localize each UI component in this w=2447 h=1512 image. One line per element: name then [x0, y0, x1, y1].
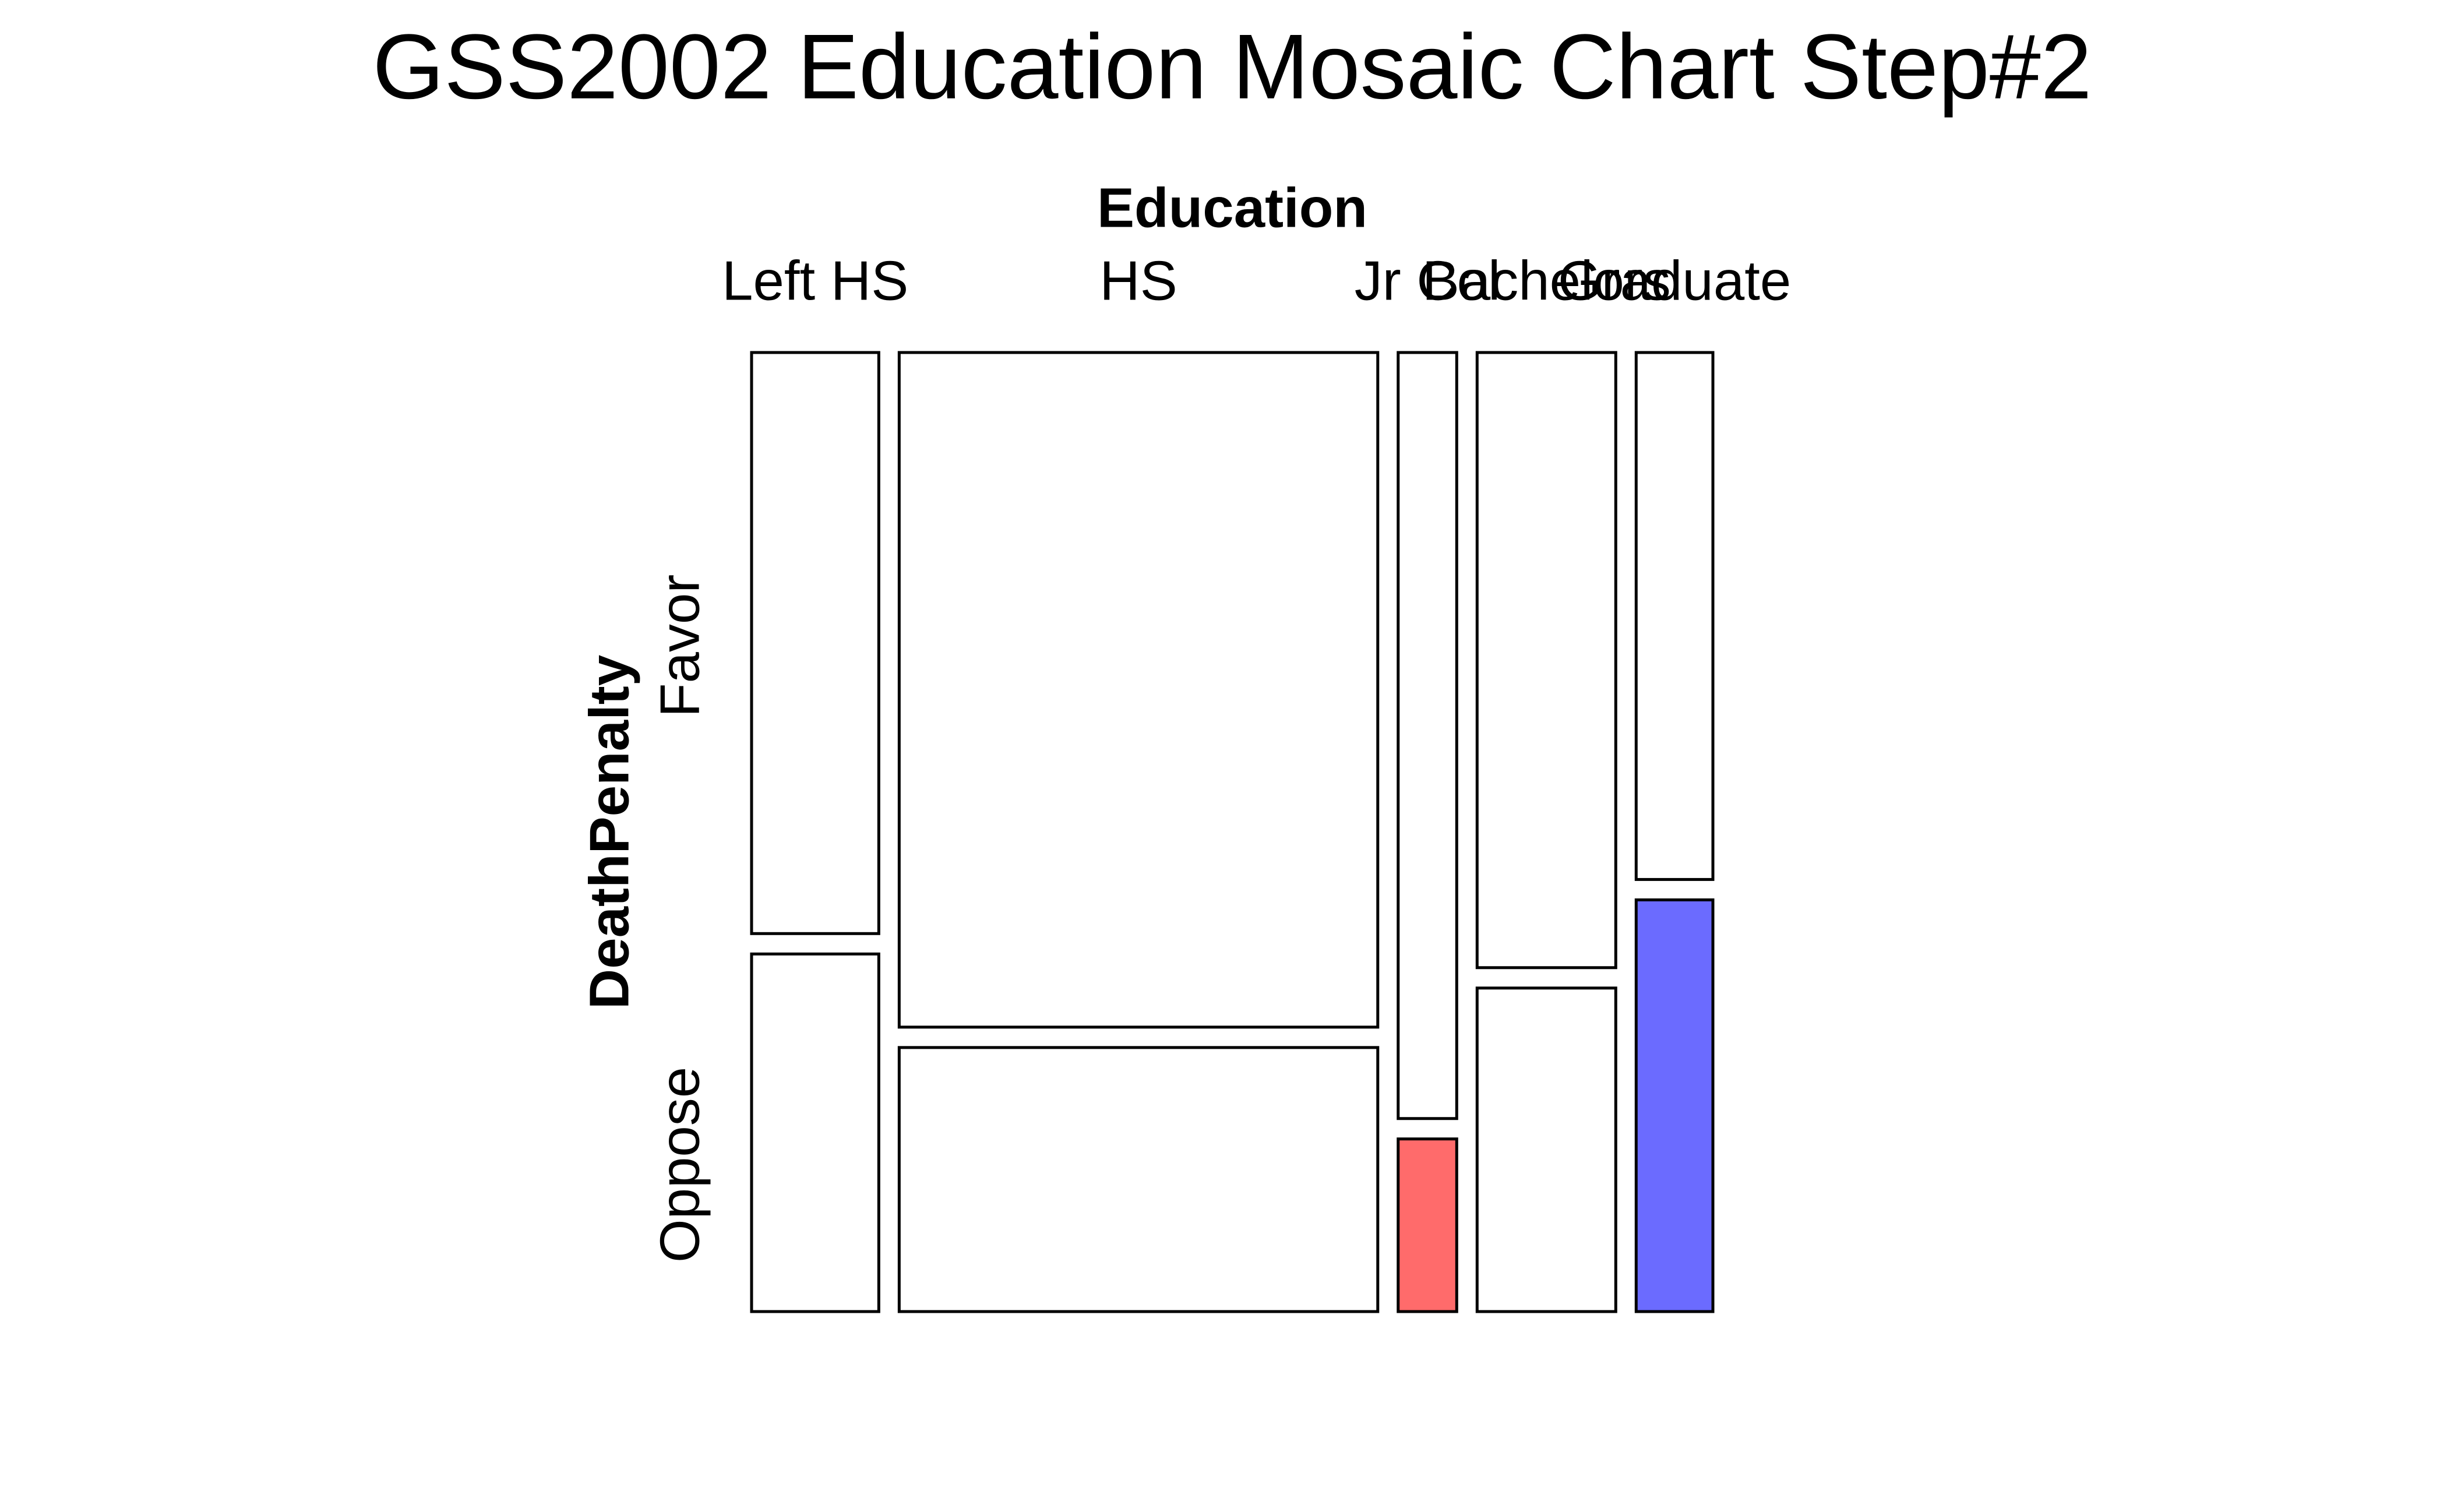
x-axis-title: Education [1097, 177, 1367, 239]
mosaic-cell [1397, 1137, 1458, 1313]
mosaic-cell [750, 351, 880, 935]
chart-title: GSS2002 Education Mosaic Chart Step#2 [372, 16, 2092, 118]
mosaic-cell [897, 1046, 1380, 1313]
x-tick-label: HS [1099, 249, 1177, 312]
mosaic-cell [1634, 898, 1715, 1313]
mosaic-cell [1475, 986, 1617, 1313]
y-tick-label: Favor [648, 575, 711, 717]
mosaic-cell [1397, 351, 1458, 1120]
mosaic-cell [1475, 351, 1617, 970]
y-axis-title: DeathPenalty [578, 655, 640, 1009]
x-tick-label: Bachelors [1422, 249, 1671, 312]
mosaic-cell [750, 952, 880, 1313]
x-tick-label: Jr Col [1355, 249, 1501, 312]
mosaic-cell [897, 351, 1380, 1029]
x-tick-label: Left HS [722, 249, 908, 312]
mosaic-cell [1634, 351, 1715, 881]
x-tick-label: Graduate [1558, 249, 1791, 312]
y-tick-label: Oppose [648, 1067, 711, 1263]
